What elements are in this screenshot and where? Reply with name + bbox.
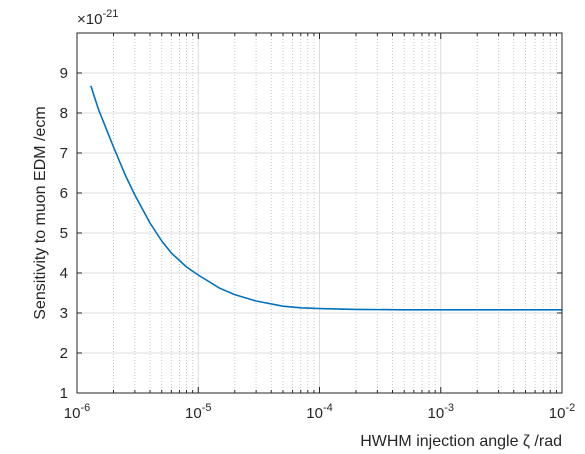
plot-box	[76, 32, 563, 394]
y-tick-label: 9	[60, 65, 68, 82]
x-tick-label: 10-2	[549, 402, 575, 422]
series-line	[90, 85, 562, 311]
series-layer	[90, 85, 562, 311]
grid	[76, 33, 563, 394]
y-tick-label: 1	[60, 385, 68, 402]
x-tick-label: 10-5	[185, 402, 211, 422]
y-axis-title: Sensitivity to muon EDM /ecm	[32, 106, 49, 319]
y-tick-label: 6	[60, 185, 68, 202]
y-tick-label: 8	[60, 105, 68, 122]
x-tick-labels: 10-6 10-5 10-4 10-3 10-2	[64, 402, 575, 422]
y-tick-label: 3	[60, 305, 68, 322]
x-axis-title: HWHM injection angle ζ /rad	[360, 433, 562, 450]
y-tick-label: 5	[60, 225, 68, 242]
y-multiplier: ×10-21	[77, 8, 118, 28]
y-tick-label: 7	[60, 145, 68, 162]
x-tick-label: 10-6	[64, 402, 90, 422]
y-tick-labels: 1 2 3 4 5 6 7 8 9	[60, 65, 68, 402]
y-tick-label: 2	[60, 345, 68, 362]
y-tick-label: 4	[60, 265, 68, 282]
x-tick-label: 10-3	[428, 402, 454, 422]
x-tick-label: 10-4	[306, 402, 332, 422]
